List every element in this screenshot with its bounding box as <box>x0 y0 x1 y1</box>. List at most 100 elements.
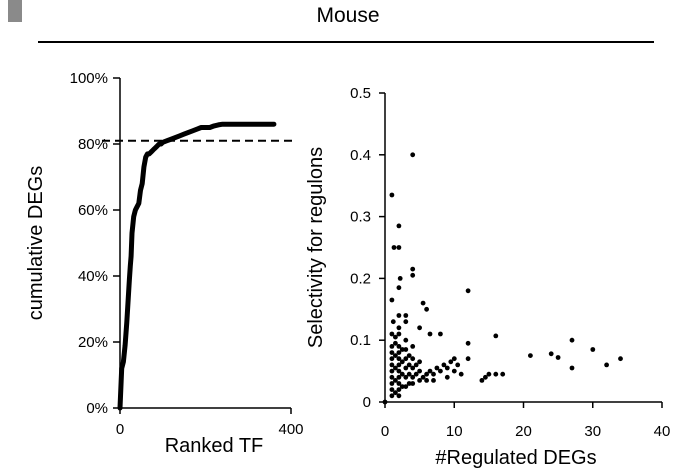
scatter-point <box>417 359 422 365</box>
scatter-point <box>396 374 402 380</box>
scatter-point <box>410 374 416 380</box>
scatter-point <box>431 371 436 377</box>
scatter-point <box>413 362 419 368</box>
scatter-point <box>396 223 402 229</box>
scatter-point <box>548 351 554 357</box>
scatter-point <box>451 356 457 362</box>
scatter-point <box>389 350 395 355</box>
left-y-axis-label: cumulative DEGs <box>25 166 47 321</box>
scatter-point <box>396 350 402 355</box>
scatter-point <box>424 378 429 383</box>
scatter-point <box>420 300 426 306</box>
scatter-point <box>427 331 433 337</box>
scatter-point <box>406 362 412 368</box>
scatter-point <box>590 347 596 352</box>
scatter-point <box>555 355 561 360</box>
scatter-point <box>396 245 402 250</box>
left-x-axis-label: Ranked TF <box>165 435 264 457</box>
cumulative-degs-chart: 0%20%40%60%80%100% 0 400 cumulative DEGs … <box>25 70 304 457</box>
left-x-ticks: 0 400 <box>116 408 304 438</box>
scatter-point <box>391 245 397 250</box>
scatter-point <box>403 356 409 362</box>
right-x-tick-label: 0 <box>381 423 389 440</box>
scatter-point <box>396 362 402 368</box>
scatter-point <box>434 365 440 371</box>
scatter-point <box>389 374 395 380</box>
scatter-point <box>390 319 396 325</box>
scatter-point <box>493 333 499 339</box>
scatter-point <box>569 337 575 343</box>
scatter-point <box>500 371 506 377</box>
scatter-point <box>396 325 402 331</box>
scatter-point <box>403 384 409 389</box>
scatter-point <box>399 384 405 389</box>
scatter-point <box>389 297 395 303</box>
scatter-point <box>618 356 623 362</box>
scatter-point <box>410 356 416 362</box>
scatter-point <box>424 371 429 377</box>
cumulative-curve <box>117 121 277 411</box>
scatter-point <box>389 192 395 198</box>
scatter-point <box>417 325 422 331</box>
scatter-point <box>396 356 402 362</box>
scatter-point <box>427 368 433 374</box>
panel-corner-mark <box>8 0 22 22</box>
scatter-point <box>403 347 409 352</box>
scatter-point <box>403 374 409 380</box>
scatter-point <box>406 371 412 377</box>
scatter-point <box>406 381 412 386</box>
scatter-point <box>444 365 450 371</box>
scatter-point <box>393 334 398 340</box>
scatter-point <box>420 374 426 380</box>
scatter-point <box>396 368 402 374</box>
scatter-point <box>465 340 471 346</box>
scatter-point <box>389 387 395 392</box>
scatter-point <box>389 368 395 374</box>
scatter-point <box>393 390 398 396</box>
scatter-point <box>397 276 403 281</box>
scatter-point <box>410 272 416 278</box>
figure-title: Mouse <box>316 4 380 27</box>
scatter-point <box>410 344 416 349</box>
right-x-axis-label: #Regulated DEGs <box>435 447 596 469</box>
scatter-point <box>441 362 447 368</box>
scatter-point <box>465 356 471 362</box>
scatter-point <box>396 313 402 318</box>
scatter-point <box>410 381 416 386</box>
scatter-point <box>382 399 388 405</box>
title-underline <box>38 41 654 43</box>
left-y-tick-label: 80% <box>78 136 108 153</box>
right-y-ticks: 0 0.1 0.2 0.3 0.4 0.5 <box>350 85 385 411</box>
scatter-point <box>403 319 409 325</box>
left-y-tick-label: 20% <box>78 334 108 351</box>
scatter-point <box>528 353 533 358</box>
scatter-point <box>389 344 395 349</box>
scatter-point <box>393 365 398 371</box>
scatter-point <box>417 378 422 383</box>
scatter-point <box>413 371 419 377</box>
right-y-axis-label: Selectivity for regulons <box>305 147 327 348</box>
selectivity-scatter-chart: 0 0.1 0.2 0.3 0.4 0.5 0 10 20 30 40 Selectivity f… <box>305 85 670 469</box>
scatter-point <box>604 362 609 368</box>
scatter-point <box>399 359 405 365</box>
right-y-tick-label: 0.1 <box>350 332 371 349</box>
right-y-tick-label: 0.4 <box>350 147 371 164</box>
scatter-point <box>399 347 405 352</box>
scatter-point <box>569 365 575 371</box>
scatter-point <box>431 378 436 383</box>
scatter-point <box>451 368 457 374</box>
scatter-point <box>393 353 398 358</box>
scatter-point <box>465 288 471 294</box>
right-x-ticks: 0 10 20 30 40 <box>381 402 670 440</box>
scatter-point <box>396 387 402 392</box>
scatter-point <box>389 362 395 368</box>
right-x-tick-label: 30 <box>584 423 601 440</box>
scatter-point <box>396 393 402 399</box>
scatter-point <box>438 368 443 374</box>
left-x-tick-label: 400 <box>278 421 303 438</box>
scatter-point <box>455 362 461 368</box>
scatter-point <box>403 337 409 343</box>
scatter-point <box>438 331 443 337</box>
